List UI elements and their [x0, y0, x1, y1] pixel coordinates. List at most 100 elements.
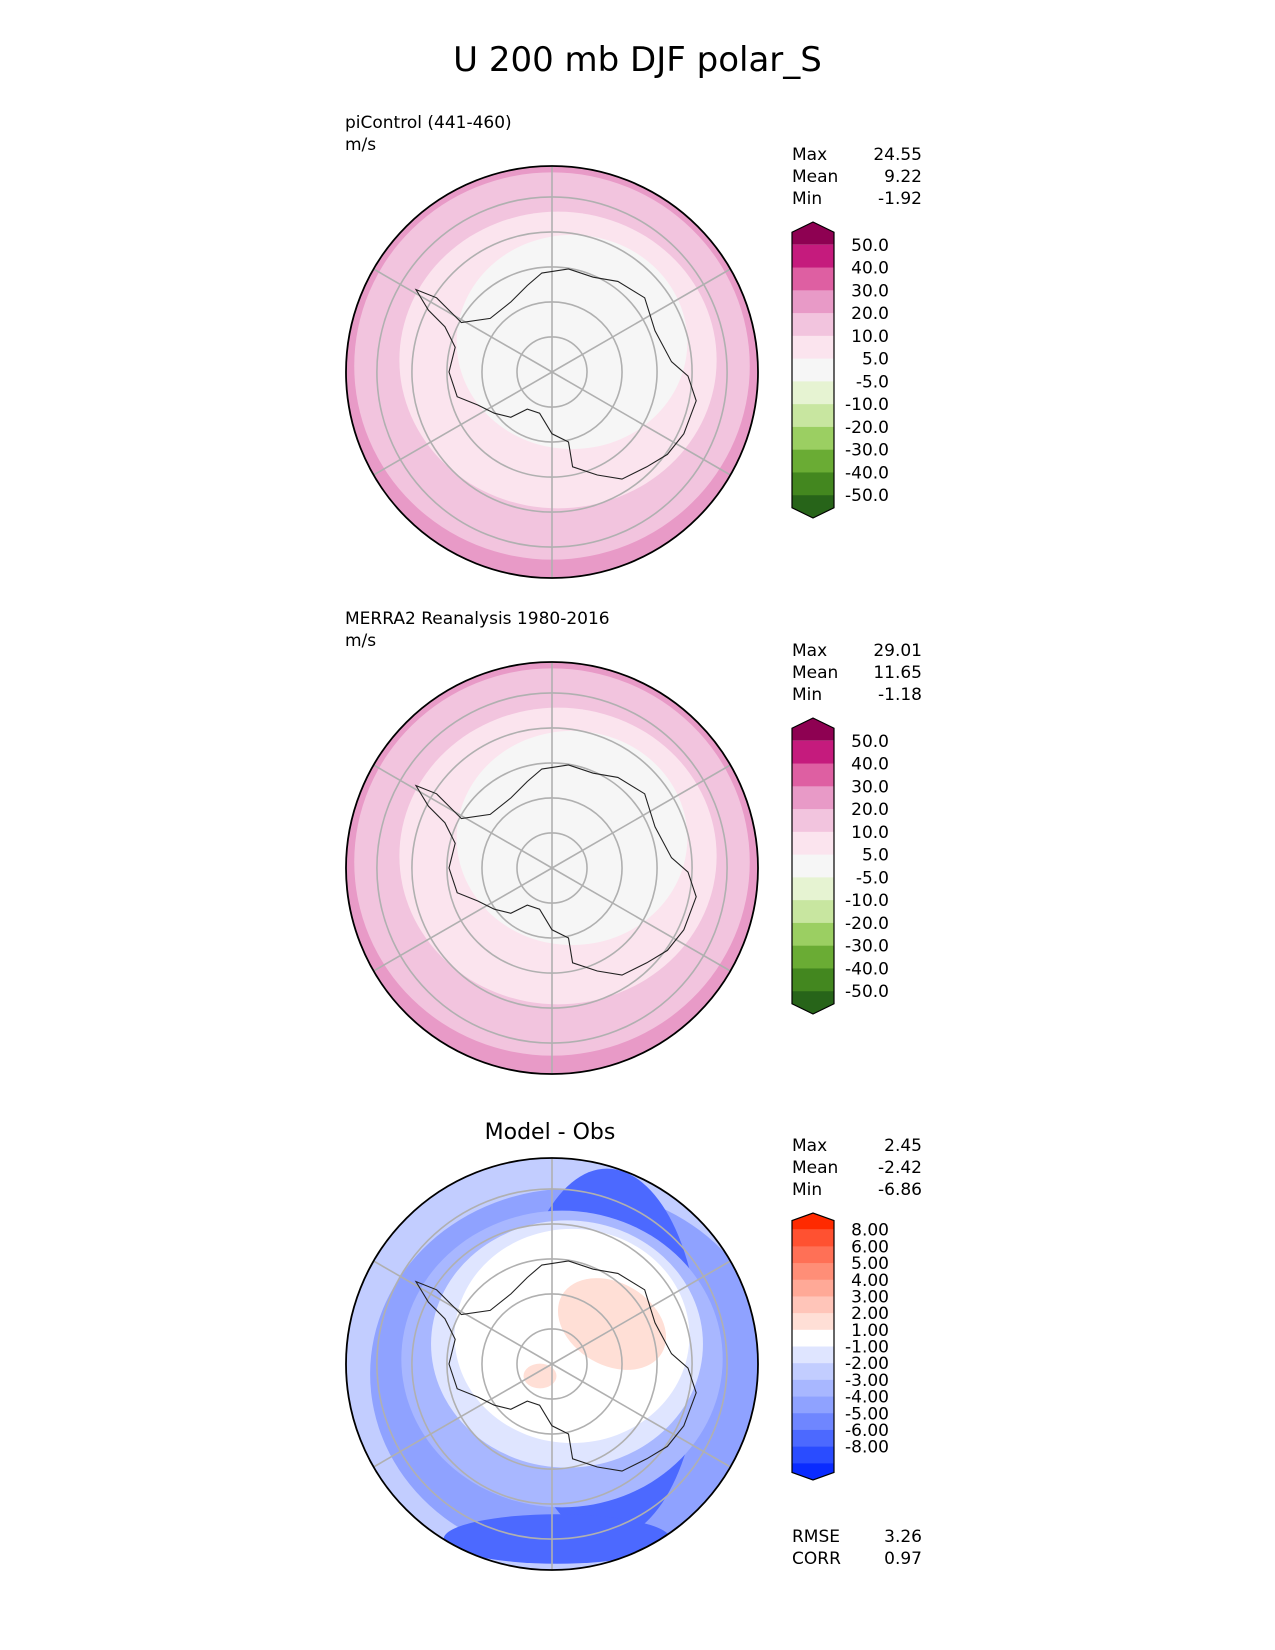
colorbar-extend-bottom — [792, 1463, 834, 1480]
colorbar-tick-label: 4.00 — [851, 1271, 889, 1291]
colorbar-tick-label: 10.0 — [851, 327, 889, 347]
colorbar-segment — [792, 1379, 834, 1398]
colorbar-tick-label: -50.0 — [845, 982, 889, 1002]
colorbar-segment — [792, 1363, 834, 1381]
longitude-gridline — [373, 1260, 553, 1365]
colorbar-outline — [791, 717, 835, 1015]
colorbar-tick-label: -20.0 — [845, 914, 889, 934]
colorbar-outline — [791, 221, 835, 519]
panel-3-extra-stats: RMSE 3.26 CORR 0.97 — [792, 1526, 922, 1570]
panel-2-title-name: MERRA2 Reanalysis 1980-2016 — [345, 609, 610, 629]
panel-1-title-name: piControl (441-460) — [345, 113, 512, 133]
colorbar-segment — [792, 426, 834, 451]
stat-value: -1.18 — [878, 685, 922, 705]
colorbar-extend-top — [792, 1213, 834, 1230]
colorbar-tick-label: -1.00 — [845, 1338, 889, 1358]
longitude-gridline — [551, 867, 731, 972]
colorbar-tick-label: 5.0 — [862, 846, 889, 866]
colorbar-segment — [792, 740, 834, 765]
colorbar-segment — [792, 1263, 834, 1281]
stat-label: Max — [792, 1136, 828, 1156]
panel-2-stats: Max 29.01 Mean 11.65 Min -1.18 — [792, 640, 922, 706]
colorbar-segment — [792, 1246, 834, 1264]
colorbar-tick-label: -40.0 — [845, 463, 889, 483]
colorbar-segment — [792, 381, 834, 405]
stat-value: 2.45 — [884, 1136, 922, 1156]
colorbar-tick-label: 1.00 — [851, 1321, 889, 1341]
map-border — [345, 1157, 759, 1571]
colorbar-tick-label: -8.00 — [845, 1438, 889, 1458]
longitude-gridline — [373, 1363, 553, 1468]
colorbar-segment — [792, 335, 834, 360]
map-field — [346, 662, 758, 1074]
panel-1-stats: Max 24.55 Mean 9.22 Min -1.92 — [792, 144, 922, 210]
colorbar-tick-label: -20.0 — [845, 418, 889, 438]
stat-label: Mean — [792, 1158, 839, 1178]
colorbar-segment — [792, 763, 834, 787]
colorbar-segment — [792, 945, 834, 969]
antarctica-coastline — [414, 1260, 697, 1472]
colorbar-tick-label: 30.0 — [851, 777, 889, 797]
colorbar-segment — [792, 922, 834, 947]
colorbar-tick-label: -10.0 — [845, 395, 889, 415]
colorbar-segment — [792, 877, 834, 901]
map-border — [345, 165, 759, 579]
longitude-gridline — [551, 764, 731, 869]
colorbar-tick-label: 10.0 — [851, 823, 889, 843]
colorbar-tick-label: -40.0 — [845, 959, 889, 979]
field-patch-positive-small — [523, 1363, 557, 1389]
antarctica-coastline — [414, 268, 697, 480]
stat-label: Mean — [792, 663, 839, 683]
colorbar-tick-label: 5.00 — [851, 1254, 889, 1274]
colorbar-tick-label: 20.0 — [851, 304, 889, 324]
colorbar-2: 50.0 40.030.0 20.0 10.0 5.0-5.0 -10.0 -20.0 -30… — [791, 717, 889, 1015]
colorbar-3: 8.006.005.004.003.002.001.00-1.00-2.00-3… — [791, 1212, 889, 1481]
colorbar-tick-label: -6.00 — [845, 1421, 889, 1441]
longitude-gridline — [551, 1260, 731, 1365]
colorbar-segment — [792, 968, 834, 992]
map-border — [345, 661, 759, 1075]
colorbar-extend-top — [792, 718, 834, 741]
figure-title: U 200 mb DJF polar_S — [453, 40, 822, 80]
longitude-gridline — [551, 371, 731, 476]
colorbar-tick-label: 20.0 — [851, 800, 889, 820]
colorbar-tick-label: 2.00 — [851, 1304, 889, 1324]
colorbar-segment — [792, 1313, 834, 1331]
colorbar-tick-label: 40.0 — [851, 755, 889, 775]
colorbar-segment — [792, 1329, 834, 1347]
stat-value: -1.92 — [878, 189, 922, 209]
colorbar-segment — [792, 313, 834, 337]
colorbar-tick-label: -2.00 — [845, 1354, 889, 1374]
colorbar-segment — [792, 1446, 834, 1464]
stat-label: Max — [792, 145, 828, 165]
colorbar-tick-label: -30.0 — [845, 441, 889, 461]
colorbar-segment — [792, 1429, 834, 1448]
colorbar-tick-label: 30.0 — [851, 281, 889, 301]
colorbar-segment — [792, 472, 834, 496]
longitude-gridline — [373, 867, 553, 972]
stat-value: 9.22 — [884, 167, 922, 187]
stat-label: Min — [792, 1180, 823, 1200]
antarctica-coastline — [414, 764, 697, 976]
colorbar-tick-label: 3.00 — [851, 1287, 889, 1307]
stat-label: CORR — [792, 1549, 841, 1569]
colorbar-extend-top — [792, 222, 834, 245]
polar-map-2 — [345, 661, 759, 1075]
colorbar-tick-label: -3.00 — [845, 1371, 889, 1391]
colorbar-tick-label: -4.00 — [845, 1388, 889, 1408]
stat-value: -6.86 — [878, 1180, 922, 1200]
colorbar-extend-bottom — [792, 495, 834, 518]
field-patch-positive — [557, 1278, 667, 1370]
colorbar-outline — [791, 1212, 835, 1481]
polar-map-3 — [345, 1157, 759, 1571]
colorbar-segment — [792, 1279, 834, 1297]
map-field — [346, 166, 758, 578]
colorbar-tick-label: -5.0 — [856, 372, 889, 392]
colorbar-tick-label: -50.0 — [845, 486, 889, 506]
map-field — [346, 1158, 758, 1570]
stat-value: 0.97 — [884, 1549, 922, 1569]
panel-1-title: piControl (441-460) m/s — [345, 112, 512, 156]
stat-label: Mean — [792, 167, 839, 187]
stat-label: Min — [792, 189, 823, 209]
colorbar-tick-label: -5.0 — [856, 868, 889, 888]
